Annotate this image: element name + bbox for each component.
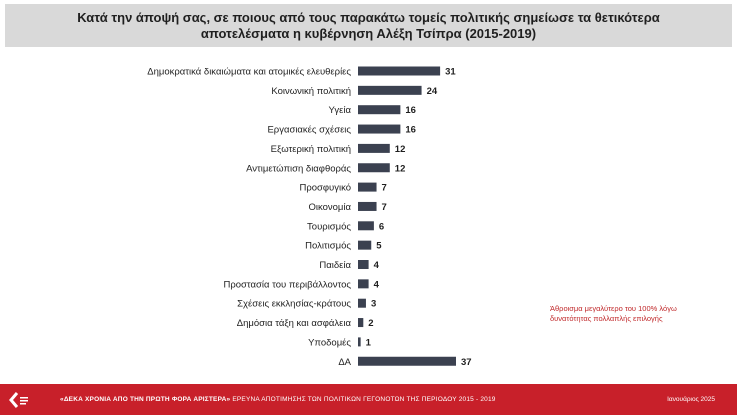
data-label: 7 bbox=[382, 183, 387, 194]
chart-title-banner: Κατά την άποψή σας, σε ποιους από τους π… bbox=[5, 4, 732, 47]
bar bbox=[358, 337, 361, 347]
data-label: 6 bbox=[379, 221, 384, 232]
footer-date: Ιανουάριος 2025 bbox=[667, 396, 715, 403]
footer-series-title: «ΔΕΚΑ ΧΡΟΝΙΑ ΑΠΟ ΤΗΝ ΠΡΩΤΗ ΦΟΡΑ ΑΡΙΣΤΕΡΑ… bbox=[60, 396, 231, 403]
data-label: 12 bbox=[395, 163, 406, 174]
data-label: 4 bbox=[374, 279, 380, 290]
chart-title: Κατά την άποψή σας, σε ποιους από τους π… bbox=[77, 9, 660, 41]
bar bbox=[358, 356, 456, 366]
data-label: 31 bbox=[445, 67, 456, 78]
bar bbox=[358, 221, 374, 231]
category-label: Υγεία bbox=[329, 105, 352, 116]
data-label: 16 bbox=[405, 125, 416, 136]
bar bbox=[358, 124, 401, 134]
footer-series: «ΔΕΚΑ ΧΡΟΝΙΑ ΑΠΟ ΤΗΝ ΠΡΩΤΗ ΦΟΡΑ ΑΡΙΣΤΕΡΑ… bbox=[60, 396, 496, 403]
bar bbox=[358, 66, 441, 76]
data-label: 37 bbox=[461, 357, 472, 368]
category-label: Αντιμετώπιση διαφθοράς bbox=[246, 163, 351, 174]
bar bbox=[358, 163, 390, 173]
category-label: Δημόσια τάξη και ασφάλεια bbox=[237, 318, 352, 329]
data-label: 24 bbox=[427, 86, 438, 97]
logo-icon bbox=[9, 392, 28, 408]
bar bbox=[358, 105, 401, 115]
bar bbox=[358, 318, 364, 328]
bar bbox=[358, 85, 422, 95]
bar bbox=[358, 201, 377, 211]
bar-chart: Δημοκρατικά δικαιώματα και ατομικές ελευ… bbox=[147, 66, 472, 368]
category-label: Υποδομές bbox=[308, 337, 351, 348]
bar bbox=[358, 298, 366, 308]
data-label: 4 bbox=[374, 260, 380, 271]
category-label: Τουρισμός bbox=[307, 221, 351, 232]
category-label: Παιδεία bbox=[319, 260, 351, 271]
data-label: 2 bbox=[368, 318, 373, 329]
data-label: 1 bbox=[366, 337, 372, 348]
bar bbox=[358, 260, 369, 269]
footer-bar: «ΔΕΚΑ ΧΡΟΝΙΑ ΑΠΟ ΤΗΝ ΠΡΩΤΗ ΦΟΡΑ ΑΡΙΣΤΕΡΑ… bbox=[0, 384, 737, 415]
data-label: 16 bbox=[405, 105, 416, 116]
category-label: Οικονομία bbox=[308, 202, 351, 213]
category-label: Προστασία του περιβάλλοντος bbox=[224, 279, 352, 290]
data-label: 5 bbox=[376, 241, 382, 252]
bar bbox=[358, 143, 390, 153]
bar bbox=[358, 279, 369, 289]
category-label: Εξωτερική πολιτική bbox=[271, 144, 351, 155]
category-label: Προσφυγικό bbox=[299, 183, 351, 194]
data-label: 3 bbox=[371, 299, 376, 310]
category-label: Εργασιακές σχέσεις bbox=[267, 125, 351, 136]
category-label: Σχέσεις εκκλησίας-κράτους bbox=[237, 299, 351, 310]
footnote-multiple-choice: Άθροισμα μεγαλύτερο του 100% λόγω δυνατό… bbox=[550, 304, 677, 323]
category-label: Δημοκρατικά δικαιώματα και ατομικές ελευ… bbox=[147, 67, 351, 78]
data-label: 12 bbox=[395, 144, 406, 155]
bar bbox=[358, 240, 372, 250]
category-label: ΔΑ bbox=[338, 357, 351, 368]
category-label: Κοινωνική πολιτική bbox=[271, 86, 351, 97]
footer-subtitle: ΕΡΕΥΝΑ ΑΠΟΤΙΜΗΣΗΣ ΤΩΝ ΠΟΛΙΤΙΚΩΝ ΓΕΓΟΝΟΤΩ… bbox=[232, 396, 496, 403]
data-label: 7 bbox=[382, 202, 387, 213]
category-label: Πολιτισμός bbox=[305, 241, 351, 252]
bar bbox=[358, 182, 377, 192]
